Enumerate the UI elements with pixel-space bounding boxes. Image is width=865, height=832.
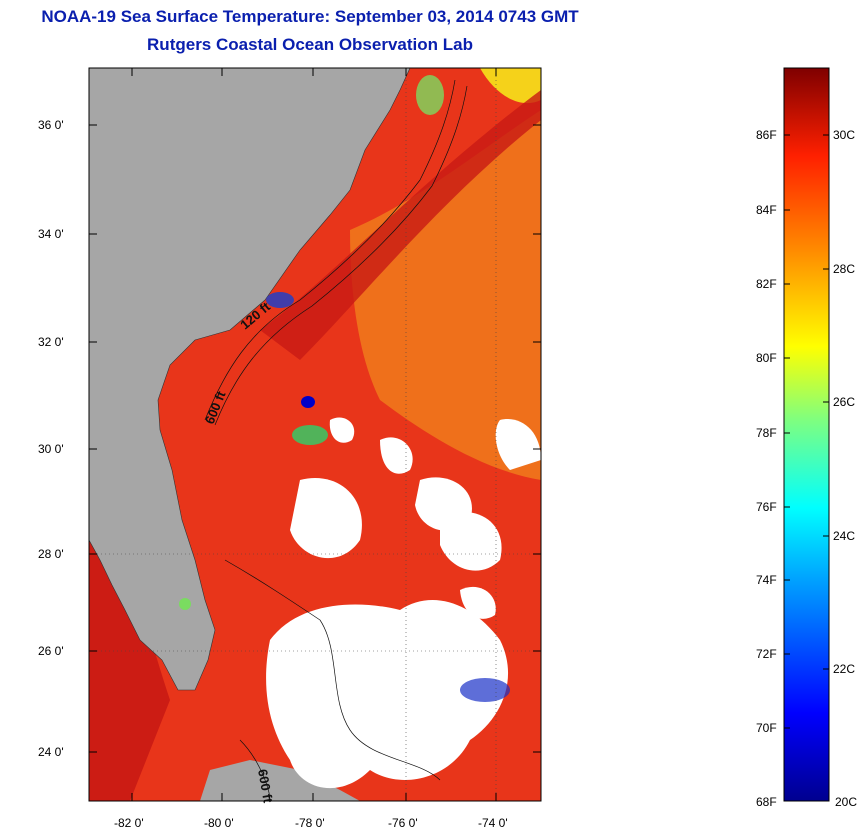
cool-water-patches [179,75,510,702]
lon-label: -82 0' [114,816,144,830]
colorbar-c-label: 26C [833,395,856,409]
map-area [89,68,541,801]
map-title: NOAA-19 Sea Surface Temperature: Septemb… [41,7,579,26]
colorbar-f-label: 72F [756,647,777,661]
lon-label: -80 0' [204,816,234,830]
lon-tick-marks [131,68,497,801]
colorbar-c-label: 20C [835,795,858,809]
colorbar-f-label: 70F [756,721,777,735]
lat-label: 34 0' [38,227,64,241]
contour-label-600ft-south: 600 ft [255,768,276,805]
colorbar-f-label: 80F [756,351,777,365]
colorbar-f-label: 78F [756,426,777,440]
colorbar-f-label: 82F [756,277,777,291]
map-frame [88,67,542,802]
graticule [89,68,541,801]
lon-label: -74 0' [478,816,508,830]
colorbar-f-label: 68F [756,795,777,809]
lat-label: 24 0' [38,745,64,759]
colorbar-ticks [784,134,829,729]
lat-label: 30 0' [38,442,64,456]
bathymetry-contours [204,79,468,801]
lat-tick-marks [89,124,541,753]
colorbar-f-label: 74F [756,573,777,587]
map-subtitle: Rutgers Coastal Ocean Observation Lab [147,35,473,54]
lat-label: 36 0' [38,118,64,132]
lat-label: 26 0' [38,644,64,658]
warm-water-region [350,110,541,480]
colorbar-f-label: 84F [756,203,777,217]
colorbar-c-label: 24C [833,529,856,543]
colorbar-c-label: 22C [833,662,856,676]
gulf-stream-band [260,90,541,360]
colorbar-f-label: 86F [756,128,777,142]
colorbar-c-label: 30C [833,128,856,142]
lat-label: 28 0' [38,547,64,561]
yellow-water-region [480,68,541,104]
cloud-mask [266,417,541,789]
lat-label: 32 0' [38,335,64,349]
colorbar-f-label: 76F [756,500,777,514]
lon-label: -78 0' [295,816,325,830]
cuba-land [200,760,360,801]
colorbar-c-label: 28C [833,262,856,276]
colorbar [783,67,830,802]
lon-label: -76 0' [388,816,418,830]
land-mass [89,68,411,691]
